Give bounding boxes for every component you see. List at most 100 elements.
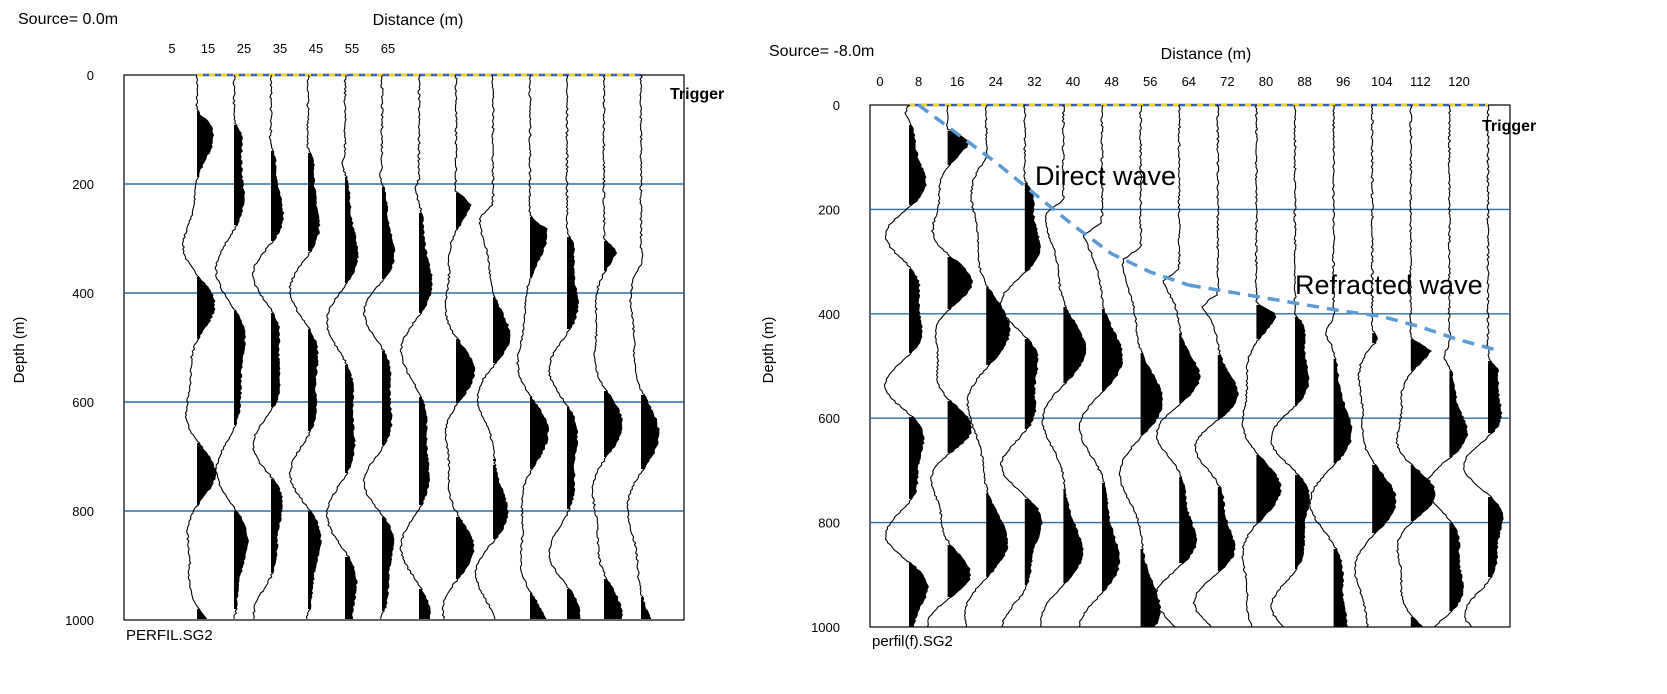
right-y-axis-title: Depth (m)	[760, 317, 777, 384]
trace-fill	[641, 255, 660, 619]
right-traces	[883, 104, 1504, 628]
x-tick-label: 55	[345, 41, 359, 56]
left-trigger-label: Trigger	[670, 86, 724, 103]
x-tick-label: 120	[1448, 74, 1470, 89]
x-tick-label: 5	[168, 41, 175, 56]
seismic-trace	[1270, 104, 1311, 628]
x-tick-label: 65	[381, 41, 395, 56]
seismic-trace	[288, 74, 322, 620]
x-tick-label: 0	[876, 74, 883, 89]
seismic-trace	[1040, 104, 1087, 628]
x-tick-label: 25	[237, 41, 251, 56]
direct-wave-annotation: Direct wave	[1035, 161, 1176, 191]
right-x-axis-title: Distance (m)	[1161, 46, 1252, 63]
seismic-trace	[926, 104, 974, 628]
y-tick-label: 800	[72, 504, 94, 519]
y-tick-label: 600	[72, 395, 94, 410]
trace-fill	[1449, 371, 1468, 611]
right-y-tick-labels: 0 200 400 600 800 1000	[811, 98, 840, 635]
trace-fill	[986, 155, 1011, 577]
x-tick-label: 56	[1143, 74, 1157, 89]
trace-fill	[234, 125, 249, 613]
y-tick-label: 800	[818, 516, 840, 531]
left-y-tick-labels: 0 200 400 600 800 1000	[65, 68, 94, 628]
x-tick-label: 8	[915, 74, 922, 89]
left-x-tick-labels: 5 15 25 35 45 55 65	[168, 41, 395, 56]
x-tick-label: 48	[1104, 74, 1118, 89]
right-x-tick-labels: 0 8 16 24 32 40 48 56 64 72 80 88 96 104 112 120	[876, 74, 1469, 89]
seismic-trace	[441, 74, 476, 620]
seismic-trace	[516, 74, 550, 620]
x-tick-label: 16	[950, 74, 964, 89]
left-source-label: Source= 0.0m	[18, 11, 118, 28]
x-tick-label: 72	[1220, 74, 1234, 89]
y-tick-label: 400	[72, 286, 94, 301]
seismic-trace	[1463, 104, 1504, 628]
trace-fill	[1295, 317, 1310, 569]
trace-fill	[909, 125, 929, 627]
seismic-trace	[883, 104, 929, 628]
y-tick-label: 0	[87, 68, 94, 83]
trace-fill	[308, 153, 322, 609]
seismic-trace	[399, 74, 433, 620]
seismic-trace	[1395, 104, 1436, 628]
y-tick-label: 1000	[65, 613, 94, 628]
x-tick-label: 88	[1297, 74, 1311, 89]
refracted-wave-annotation: Refracted wave	[1295, 270, 1483, 300]
y-tick-label: 200	[72, 177, 94, 192]
trace-fill	[1024, 183, 1043, 585]
seismic-trace	[214, 74, 249, 620]
seismic-trace	[1308, 104, 1353, 628]
y-tick-label: 1000	[811, 620, 840, 635]
trace-fill	[1063, 307, 1086, 583]
seismic-trace	[1354, 104, 1397, 628]
right-first-break-picks	[917, 103, 1499, 352]
x-tick-label: 15	[201, 41, 215, 56]
seismic-trace	[474, 74, 511, 620]
seismic-trace	[181, 74, 217, 620]
trace-fill	[1410, 339, 1435, 627]
trace-fill	[382, 187, 395, 611]
x-tick-label: 32	[1027, 74, 1041, 89]
trace-fill	[1333, 359, 1352, 627]
right-seismogram-panel: Source= -8.0m Distance (m) Depth (m) 0 8 1…	[760, 43, 1536, 650]
trace-fill	[567, 237, 580, 619]
right-trigger-label: Trigger	[1482, 118, 1536, 135]
y-tick-label: 600	[818, 411, 840, 426]
trace-fill	[1488, 361, 1504, 577]
seismic-trace	[251, 74, 285, 620]
trace-fill	[456, 193, 475, 579]
x-tick-label: 40	[1066, 74, 1080, 89]
y-tick-label: 0	[833, 98, 840, 113]
seismic-trace	[1241, 104, 1282, 628]
trace-fill	[1179, 333, 1201, 563]
x-tick-label: 80	[1259, 74, 1273, 89]
x-tick-label: 112	[1410, 74, 1431, 89]
x-tick-label: 45	[309, 41, 323, 56]
trace-fill	[947, 131, 973, 597]
right-file-label: perfil(f).SG2	[872, 633, 953, 650]
trace-fill	[345, 177, 359, 619]
trace-fill	[1102, 309, 1123, 591]
x-tick-label: 64	[1182, 74, 1196, 89]
trace-fill	[493, 297, 510, 619]
seismic-trace	[1078, 104, 1123, 628]
seismic-trace	[591, 74, 623, 619]
trace-fill	[271, 151, 284, 573]
y-tick-label: 200	[818, 202, 840, 217]
trace-fill	[1256, 305, 1282, 523]
left-plot-frame	[123, 74, 685, 621]
seismic-trace	[626, 74, 660, 620]
seismic-trace	[548, 74, 581, 620]
left-seismogram-panel: Source= 0.0m Distance (m) Depth (m) 5 15 2…	[11, 11, 724, 644]
left-traces	[181, 74, 660, 620]
seismic-trace	[1424, 104, 1469, 628]
trace-fill	[1140, 353, 1163, 627]
trace-fill	[1372, 333, 1396, 533]
seismic-trace	[963, 104, 1011, 628]
right-gridlines	[870, 208, 1510, 524]
left-x-axis-title: Distance (m)	[373, 12, 464, 29]
trace-fill	[530, 217, 549, 619]
x-tick-label: 24	[989, 74, 1003, 89]
